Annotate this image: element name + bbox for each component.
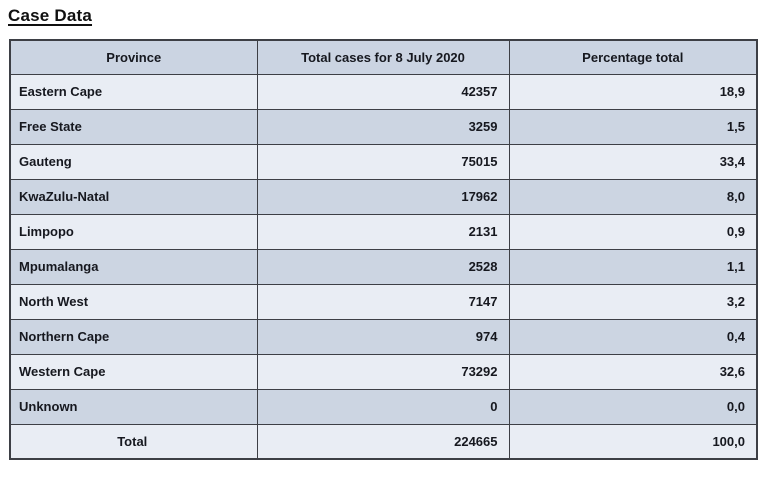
table-row: Northern Cape 974 0,4	[9, 318, 758, 355]
province-cell: Mpumalanga	[9, 248, 258, 285]
pct-cell: 0,9	[508, 213, 758, 250]
table-row: Unknown 0 0,0	[9, 388, 758, 425]
pct-cell: 33,4	[508, 143, 758, 180]
pct-cell: 1,1	[508, 248, 758, 285]
table-footer: Total 224665 100,0	[9, 423, 758, 460]
pct-cell: 3,2	[508, 283, 758, 320]
cases-cell: 7147	[256, 283, 510, 320]
table-row: Mpumalanga 2528 1,1	[9, 248, 758, 285]
case-data-table: Province Total cases for 8 July 2020 Per…	[9, 39, 758, 460]
cases-cell: 974	[256, 318, 510, 355]
table-row: Limpopo 2131 0,9	[9, 213, 758, 250]
pct-cell: 8,0	[508, 178, 758, 215]
header-percentage-total: Percentage total	[508, 39, 758, 75]
pct-cell: 32,6	[508, 353, 758, 390]
cases-cell: 2528	[256, 248, 510, 285]
province-cell: Unknown	[9, 388, 258, 425]
province-cell: KwaZulu-Natal	[9, 178, 258, 215]
province-cell: Northern Cape	[9, 318, 258, 355]
total-row: Total 224665 100,0	[9, 423, 758, 460]
cases-cell: 2131	[256, 213, 510, 250]
total-label: Total	[9, 423, 258, 460]
cases-cell: 0	[256, 388, 510, 425]
header-province: Province	[9, 39, 258, 75]
cases-cell: 17962	[256, 178, 510, 215]
cases-cell: 42357	[256, 73, 510, 110]
page-title: Case Data	[8, 6, 93, 25]
pct-cell: 18,9	[508, 73, 758, 110]
province-cell: Eastern Cape	[9, 73, 258, 110]
cases-cell: 75015	[256, 143, 510, 180]
table-row: Eastern Cape 42357 18,9	[9, 73, 758, 110]
header-total-cases: Total cases for 8 July 2020	[256, 39, 510, 75]
total-pct-value: 100,0	[508, 423, 758, 460]
table-row: North West 7147 3,2	[9, 283, 758, 320]
table-row: Free State 3259 1,5	[9, 108, 758, 145]
cases-cell: 3259	[256, 108, 510, 145]
table-row: Gauteng 75015 33,4	[9, 143, 758, 180]
cases-cell: 73292	[256, 353, 510, 390]
province-cell: North West	[9, 283, 258, 320]
header-row: Province Total cases for 8 July 2020 Per…	[9, 39, 758, 75]
province-cell: Limpopo	[9, 213, 258, 250]
province-cell: Western Cape	[9, 353, 258, 390]
pct-cell: 0,0	[508, 388, 758, 425]
pct-cell: 0,4	[508, 318, 758, 355]
table-body: Eastern Cape 42357 18,9 Free State 3259 …	[9, 73, 758, 425]
pct-cell: 1,5	[508, 108, 758, 145]
table-row: KwaZulu-Natal 17962 8,0	[9, 178, 758, 215]
table-row: Western Cape 73292 32,6	[9, 353, 758, 390]
table-header: Province Total cases for 8 July 2020 Per…	[9, 39, 758, 75]
province-cell: Free State	[9, 108, 258, 145]
province-cell: Gauteng	[9, 143, 258, 180]
total-cases-value: 224665	[256, 423, 510, 460]
